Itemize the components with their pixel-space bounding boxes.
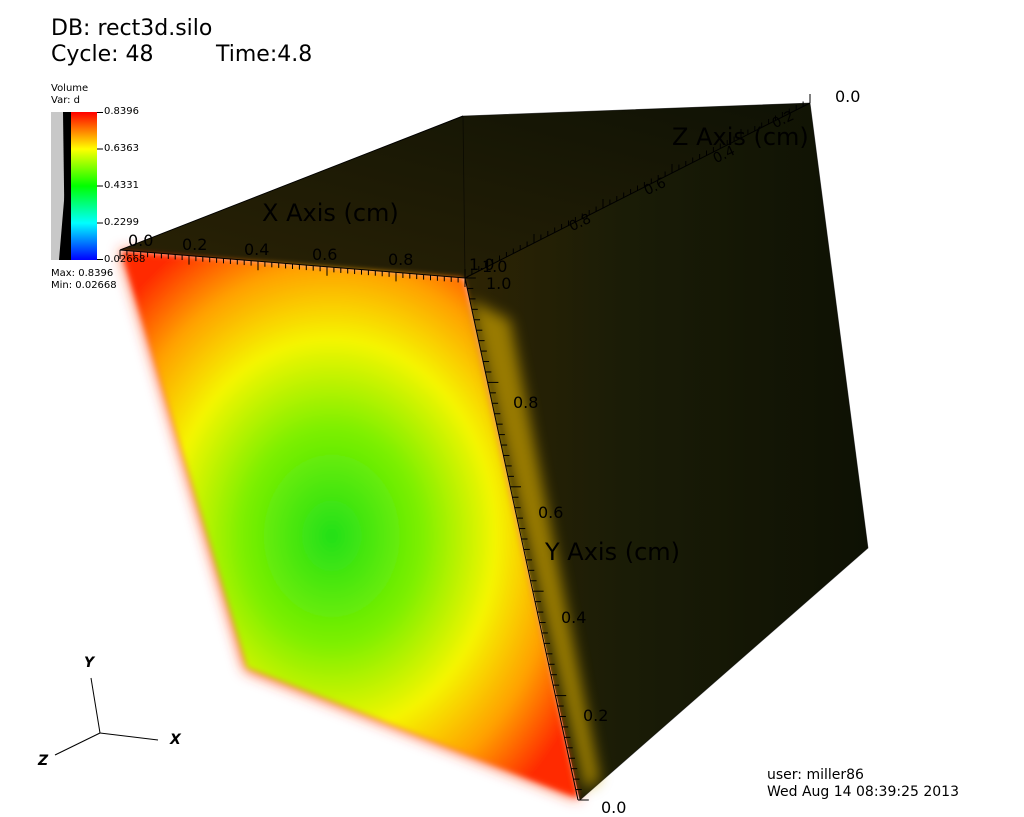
z-axis-title: Z Axis (cm) (672, 123, 809, 151)
front-face (122, 252, 578, 798)
y-tick-label: 0.2 (583, 706, 609, 725)
cycle-label: Cycle: 48 (51, 42, 154, 67)
y-tick-label: 0.8 (513, 393, 539, 412)
y-axis-title: Y Axis (cm) (545, 538, 681, 566)
triad-x-label: X (170, 732, 181, 748)
time-label: Time:4.8 (216, 42, 313, 67)
legend-var: Var: d (51, 95, 81, 106)
database-label: DB: rect3d.silo (51, 16, 213, 41)
legend-tick-5: 0.02668 (104, 254, 146, 265)
triad-z-label: Z (38, 753, 49, 769)
x-tick-label: 1.0 (469, 255, 495, 274)
x-axis-title: X Axis (cm) (262, 199, 399, 227)
legend-tick-1: 0.8396 (104, 106, 139, 117)
legend-min: Min: 0.02668 (51, 280, 117, 291)
x-tick-label: 0.8 (388, 250, 414, 269)
z-tick-label: 0.0 (835, 87, 861, 106)
user-label: user: miller86 (767, 767, 864, 783)
legend-title: Volume (51, 83, 89, 94)
z-tick-label: 1.0 (482, 257, 508, 276)
legend-tick-4: 0.2299 (104, 217, 139, 228)
legend-tick-3: 0.4331 (104, 180, 139, 191)
legend-colorbar (51, 112, 103, 260)
timestamp-label: Wed Aug 14 08:39:25 2013 (767, 784, 959, 800)
x-tick-label: 0.0 (128, 231, 154, 250)
triad-y-label: Y (84, 655, 95, 671)
top-face (120, 103, 810, 278)
x-tick-label: 0.2 (182, 235, 208, 254)
axis-triad (54, 677, 159, 756)
y-tick-label: 0.0 (601, 798, 627, 817)
legend-max: Max: 0.8396 (51, 268, 114, 279)
legend-tick-2: 0.6363 (104, 143, 139, 154)
y-tick-label: 0.6 (538, 503, 564, 522)
x-tick-label: 0.6 (312, 245, 338, 264)
y-tick-label: 0.4 (561, 608, 587, 627)
y-tick-label: 1.0 (486, 274, 512, 293)
x-tick-label: 0.4 (244, 240, 270, 259)
